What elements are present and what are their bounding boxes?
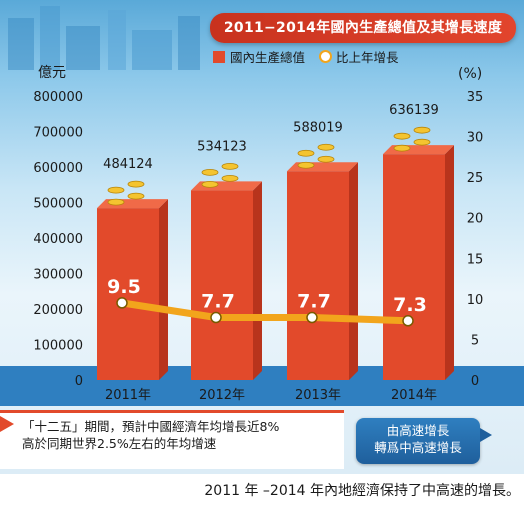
- right-tick-label: 20: [467, 212, 484, 227]
- growth-point: [116, 297, 128, 309]
- left-axis-ticks: 0 100000 200000 300000 400000 500000 600000 700…: [33, 90, 83, 389]
- bar: [191, 190, 253, 380]
- coin-icon: [393, 144, 411, 152]
- bar-value-label: 534123: [197, 139, 247, 154]
- bar-series: [97, 126, 454, 380]
- category-labels: 2011年 2012年 2013年 2014年: [105, 388, 437, 403]
- legend-item-gdp: 國內生產總值: [230, 50, 306, 65]
- bar-side: [445, 145, 454, 380]
- note-line-2: 高於同期世界2.5%左右的年均增速: [22, 436, 217, 451]
- right-tick-label: 30: [467, 131, 484, 146]
- coin-icon: [221, 174, 239, 182]
- left-tick-label: 500000: [33, 197, 83, 212]
- legend-item-growth: 比上年增長: [336, 50, 399, 65]
- growth-point: [306, 311, 318, 324]
- category-label: 2014年: [391, 388, 437, 403]
- note-line-1: 「十二五」期間，預計中國經濟年均增長近8%: [22, 419, 280, 434]
- note-arrow-icon: [0, 416, 14, 432]
- coin-icon: [107, 198, 125, 206]
- growth-value-label: 7.7: [201, 291, 235, 313]
- left-tick-label: 400000: [33, 232, 83, 247]
- right-axis-unit: (%): [458, 66, 483, 82]
- note-box: [0, 410, 344, 469]
- bar-side: [159, 199, 168, 380]
- coin-icon: [127, 180, 145, 188]
- coin-icon: [393, 132, 411, 140]
- bar: [287, 171, 349, 380]
- growth-point: [210, 311, 222, 324]
- legend-bar-swatch: [213, 51, 225, 63]
- legend: 國內生產總值 比上年增長: [213, 49, 399, 67]
- coin-icon: [297, 149, 315, 157]
- bar-side: [253, 181, 262, 380]
- coin-icon: [201, 168, 219, 176]
- left-tick-label: 600000: [33, 161, 83, 176]
- bar-side: [349, 162, 358, 380]
- coin-icon: [221, 162, 239, 170]
- growth-value-label: 7.7: [297, 291, 331, 313]
- right-tick-label: 0: [471, 374, 479, 389]
- right-tick-label: 35: [467, 90, 484, 105]
- coin-icon: [317, 155, 335, 163]
- chart-svg: 0 100000 200000 300000 400000 500000 600000 700…: [0, 90, 524, 406]
- coin-icon: [127, 192, 145, 200]
- bar: [383, 154, 445, 380]
- bar-value-labels: 484124 534123 588019 636139: [103, 103, 439, 172]
- left-tick-label: 300000: [33, 268, 83, 283]
- bar-top: [191, 181, 262, 191]
- category-label: 2011年: [105, 388, 151, 403]
- chart-title: 2011−2014年國內生產總值及其增長速度: [210, 13, 516, 43]
- left-tick-label: 100000: [33, 339, 83, 354]
- left-tick-label: 200000: [33, 303, 83, 318]
- right-axis-ticks: 0 5 10 15 20 25 30 35: [467, 90, 484, 389]
- growth-point: [402, 315, 414, 327]
- growth-line: [118, 299, 412, 325]
- growth-value-label: 7.3: [393, 294, 427, 316]
- coin-icon: [201, 180, 219, 188]
- coin-icon: [107, 186, 125, 194]
- coin-icon: [413, 138, 431, 146]
- figure-caption: 2011 年 –2014 年內地經濟保持了中高速的增長。: [204, 483, 520, 499]
- bar: [97, 208, 159, 380]
- bar-top: [287, 162, 358, 172]
- coin-icon: [297, 161, 315, 169]
- category-label: 2012年: [199, 388, 245, 403]
- right-tick-label: 10: [467, 293, 484, 308]
- callout-line-2: 轉爲中高速增長: [374, 440, 462, 455]
- bar-value-label: 588019: [293, 120, 343, 135]
- coin-icon: [317, 143, 335, 151]
- callout-line-1: 由高速增長: [386, 423, 450, 438]
- category-label: 2013年: [295, 388, 341, 403]
- left-tick-label: 800000: [33, 90, 83, 105]
- growth-value-label: 9.5: [107, 276, 141, 298]
- callout-arrow-icon: [480, 428, 492, 442]
- left-tick-label: 700000: [33, 126, 83, 141]
- bar-value-label: 484124: [103, 157, 153, 172]
- right-tick-label: 15: [467, 252, 484, 267]
- bar-top: [383, 145, 454, 155]
- right-tick-label: 5: [471, 333, 479, 348]
- bar-value-label: 636139: [389, 103, 439, 118]
- city-skyline-background: [8, 6, 200, 70]
- callout-box: 由高速增長 轉爲中高速增長: [356, 418, 480, 464]
- coin-icon: [413, 126, 431, 134]
- bar-top: [97, 199, 168, 209]
- left-axis-unit: 億元: [38, 65, 66, 81]
- left-tick-label: 0: [75, 374, 83, 389]
- right-tick-label: 25: [467, 171, 484, 186]
- note-text: 「十二五」期間，預計中國經濟年均增長近8% 高於同期世界2.5%左右的年均增速: [22, 418, 340, 452]
- growth-line-series: 9.5 7.7 7.7 7.3: [107, 276, 427, 327]
- legend-line-swatch: [319, 50, 333, 63]
